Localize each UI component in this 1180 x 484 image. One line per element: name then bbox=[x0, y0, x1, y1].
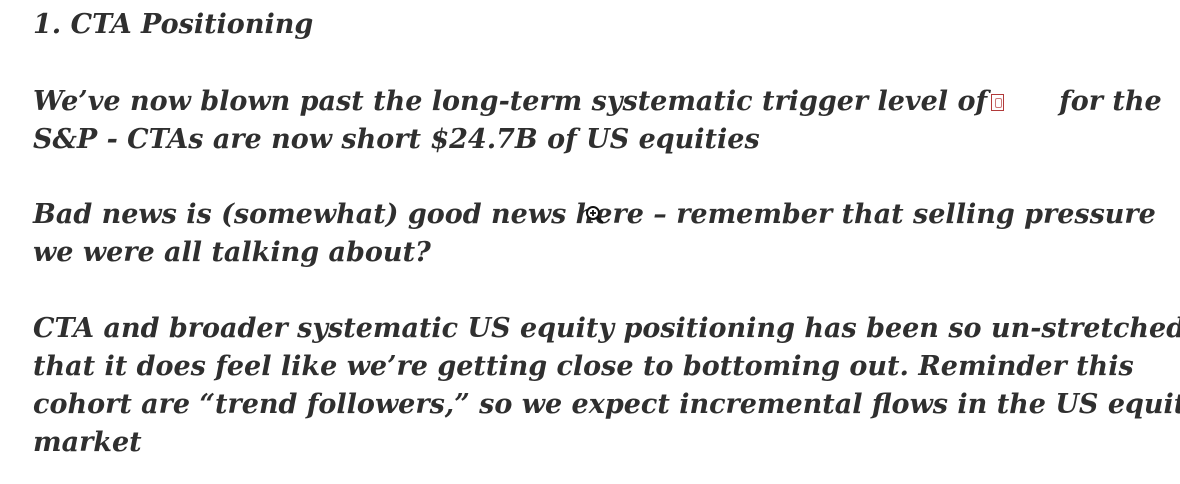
paragraph-line: we were all talking about? bbox=[33, 237, 431, 268]
paragraph-line: cohort are “trend followers,” so we expe… bbox=[33, 389, 1180, 420]
paragraph-line: that it does feel like we’re getting clo… bbox=[33, 351, 1134, 382]
paragraph-line: CTA and broader systematic US equity pos… bbox=[33, 313, 1180, 344]
paragraph-bad-news: Bad news is (somewhat) good news here – … bbox=[33, 196, 1156, 272]
line-text-before-image: We’ve now blown past the long-term syste… bbox=[33, 86, 988, 117]
paragraph-line: S&P - CTAs are now short $24.7B of US eq… bbox=[33, 124, 760, 155]
paragraph-trigger-level: We’ve now blown past the long-term syste… bbox=[33, 83, 1162, 159]
section-heading: 1. CTA Positioning bbox=[33, 9, 314, 40]
paragraph-line: market bbox=[33, 427, 142, 458]
broken-image-icon bbox=[991, 94, 1005, 111]
line-text-after-image: for the bbox=[1059, 86, 1162, 117]
paragraph-line: We’ve now blown past the long-term syste… bbox=[33, 83, 1162, 121]
paragraph-line: Bad news is (somewhat) good news here – … bbox=[33, 199, 1156, 230]
paragraph-positioning: CTA and broader systematic US equity pos… bbox=[33, 310, 1180, 462]
